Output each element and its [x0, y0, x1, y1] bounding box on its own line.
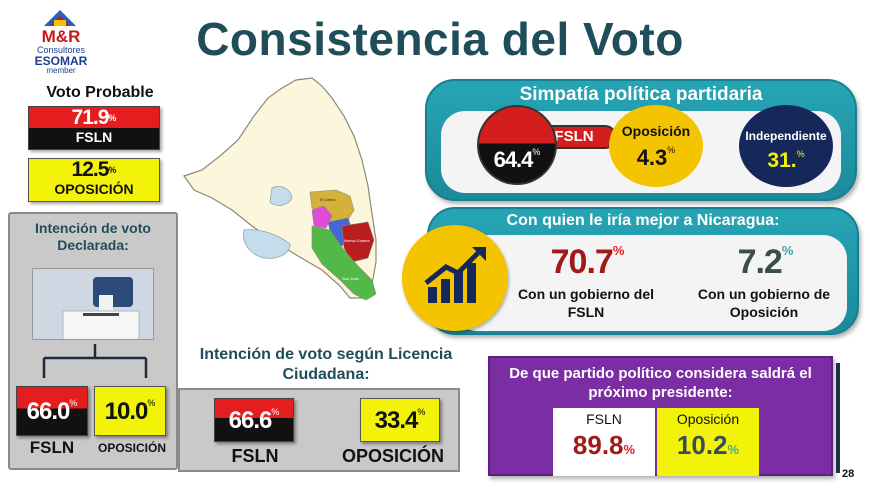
licencia-title: Intención de voto según Licencia Ciudada…	[199, 346, 453, 383]
voto-probable-opo-label: OPOSICIÓN	[54, 181, 134, 197]
pct-sign: %	[147, 398, 156, 408]
pct-sign: %	[612, 243, 625, 258]
divider	[836, 363, 840, 473]
voto-probable-opo-value: 12.5	[71, 158, 110, 181]
con-quien-inner	[453, 235, 847, 331]
pct-sign: %	[796, 149, 805, 159]
map-label-nueva-guinea: Nueva Guinea	[344, 238, 370, 243]
simpatia-fsln-circle: 64.4%	[477, 105, 557, 185]
presidente-title: De que partido político considera saldrá…	[509, 365, 812, 401]
pct-sign: %	[623, 442, 636, 457]
nicaragua-map: El Limón Nueva Guinea San Juan	[183, 77, 377, 301]
logo-member: member	[46, 66, 76, 75]
presidente-opo-box: Oposición 10.2%	[657, 408, 759, 476]
voto-probable-fsln-box: 71.9% FSLN	[28, 106, 160, 150]
con-quien-fsln-value: 70.7	[550, 243, 614, 281]
pct-sign: %	[667, 145, 676, 155]
pct-sign: %	[271, 407, 280, 417]
intencion-declarada-opo-label: OPOSICIÓN	[97, 441, 166, 455]
pct-sign: %	[108, 165, 117, 175]
simpatia-circles: FSLN 64.4% Oposición 4.3% Independiente …	[425, 79, 857, 201]
intencion-declarada-panel: Intención de voto Declarada: 66.0% 10.0%…	[8, 212, 178, 470]
licencia-opo-label: OPOSICIÓN	[341, 446, 444, 466]
intencion-declarada-fsln-box: 66.0%	[16, 386, 88, 436]
licencia-opo-value: 33.4	[374, 407, 419, 434]
simpatia-fsln-label: FSLN	[554, 128, 594, 145]
voto-probable-title: Voto Probable	[46, 84, 154, 101]
logo-esomar: ESOMAR	[34, 54, 88, 68]
simpatia-title: Simpatía política partidaria	[519, 84, 763, 105]
con-quien-opo-value-line: 7.2%	[690, 243, 840, 282]
map-label-el-limon: El Limón	[320, 197, 336, 202]
simpatia-fsln-value: 64.4	[493, 147, 534, 172]
intencion-declarada-opo-box: 10.0%	[94, 386, 166, 436]
con-quien-title: Con quien le iría mejor a Nicaragua:	[506, 212, 780, 229]
pct-sign: %	[532, 147, 541, 157]
page-number: 28	[842, 468, 855, 480]
logo: M&R Consultores ESOMAR member	[22, 6, 100, 76]
simpatia-opo-label: Oposición	[621, 123, 691, 139]
presidente-fsln-label: FSLN	[586, 411, 622, 427]
intencion-declarada-fsln-label: FSLN	[29, 438, 75, 457]
ballot-box-image	[32, 268, 154, 340]
logo-brand: M&R	[41, 27, 81, 46]
pct-sign: %	[417, 407, 426, 417]
pct-sign: %	[781, 243, 794, 258]
pct-sign: %	[727, 442, 740, 457]
simpatia-ind-circle: Independiente 31.%	[739, 105, 833, 187]
licencia-fsln-value: 66.6	[228, 407, 273, 434]
pct-sign: %	[69, 398, 78, 408]
logo-subtitle: Consultores	[36, 45, 86, 55]
presidente-opo-label: Oposición	[676, 411, 740, 427]
con-quien-opo-value: 7.2	[737, 243, 783, 281]
presidente-fsln-box: FSLN 89.8%	[553, 408, 655, 476]
page-title: Consistencia del Voto	[196, 13, 684, 65]
licencia-fsln-box: 66.6%	[214, 398, 294, 442]
voto-probable-opo-box: 12.5% OPOSICIÓN	[28, 158, 160, 202]
simpatia-ind-value: 31.	[767, 149, 797, 172]
licencia-fsln-label: FSLN	[231, 446, 279, 466]
intencion-declarada-title: Intención de voto Declarada:	[35, 220, 151, 253]
con-quien-opo-label: Con un gobierno de Oposición	[697, 286, 831, 320]
presidente-fsln-value: 89.8	[572, 430, 624, 460]
bracket-icon	[42, 344, 148, 378]
growth-chart-icon	[402, 225, 508, 331]
simpatia-opo-circle: Oposición 4.3%	[609, 105, 703, 187]
map-label-san-juan: San Juan	[342, 276, 359, 281]
simpatia-opo-value: 4.3	[636, 145, 668, 170]
licencia-opo-box: 33.4%	[360, 398, 440, 442]
con-quien-fsln-label: Con un gobierno del FSLN	[517, 286, 655, 320]
voto-probable-fsln-value: 71.9	[71, 106, 110, 129]
logo-mark-icon	[44, 10, 76, 26]
intencion-declarada-opo-value: 10.0	[104, 398, 149, 425]
presidente-opo-value: 10.2	[676, 430, 728, 460]
simpatia-ind-label: Independiente	[745, 129, 827, 143]
ballot-box-icon	[33, 269, 153, 339]
voto-probable-fsln-label: FSLN	[75, 129, 113, 145]
intencion-declarada-fsln-value: 66.0	[26, 398, 71, 425]
con-quien-fsln-value-line: 70.7%	[512, 243, 662, 282]
pct-sign: %	[108, 113, 117, 123]
